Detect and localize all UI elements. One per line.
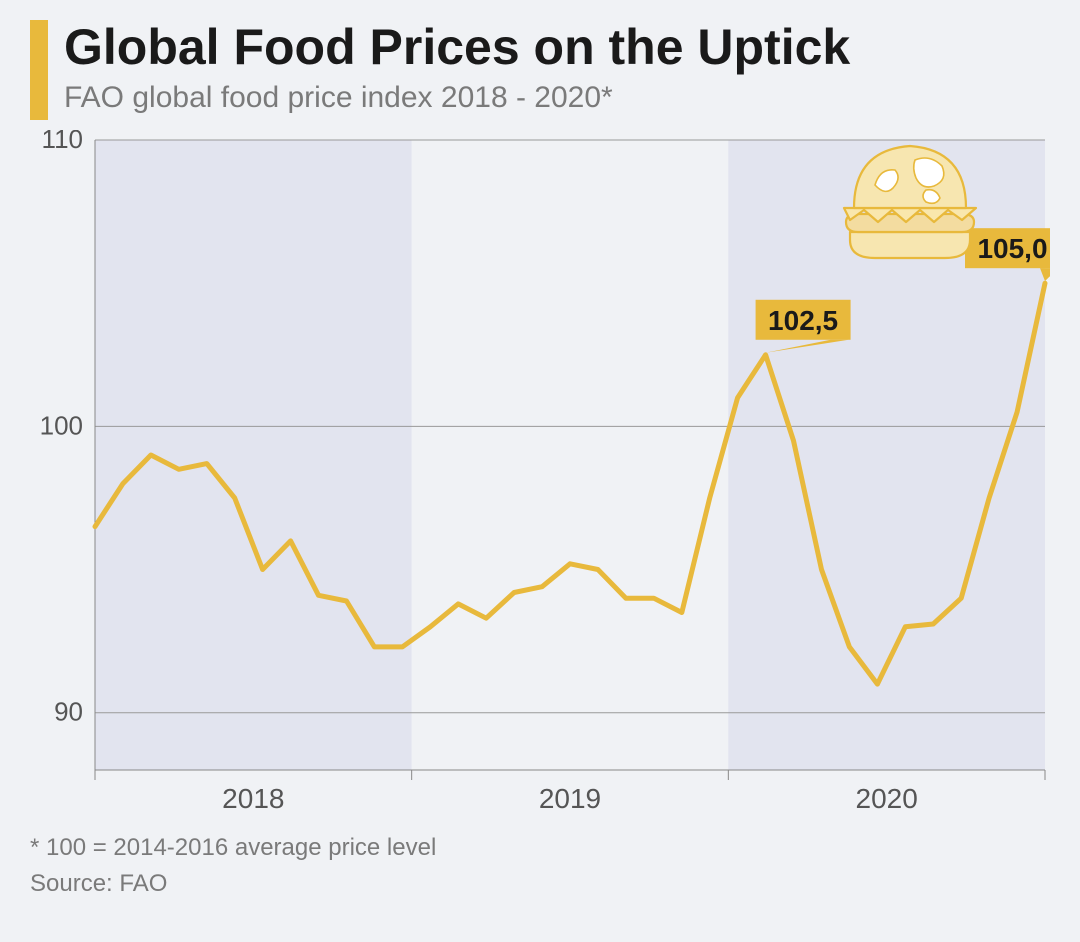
footnote-block: * 100 = 2014-2016 average price level So…: [30, 830, 1050, 902]
footnote-source: Source: FAO: [30, 866, 1050, 902]
x-tick-label: 2020: [856, 783, 918, 810]
y-tick-label: 110: [42, 130, 83, 154]
chart-title: Global Food Prices on the Uptick: [64, 20, 1050, 75]
y-tick-label: 100: [40, 410, 83, 440]
accent-bar: [30, 20, 48, 120]
chart-area: 90100110 201820192020 102,5105,0: [30, 130, 1050, 810]
x-tick-label: 2019: [539, 783, 601, 810]
y-tick-label: 90: [54, 697, 83, 727]
globe-burger-icon: [830, 130, 990, 270]
x-tick-label: 2018: [222, 783, 284, 810]
chart-subtitle: FAO global food price index 2018 - 2020*: [64, 81, 1050, 115]
footnote-note: * 100 = 2014-2016 average price level: [30, 830, 1050, 866]
header: Global Food Prices on the Uptick FAO glo…: [30, 20, 1050, 120]
title-block: Global Food Prices on the Uptick FAO glo…: [64, 20, 1050, 115]
callout-label: 102,5: [768, 305, 838, 336]
